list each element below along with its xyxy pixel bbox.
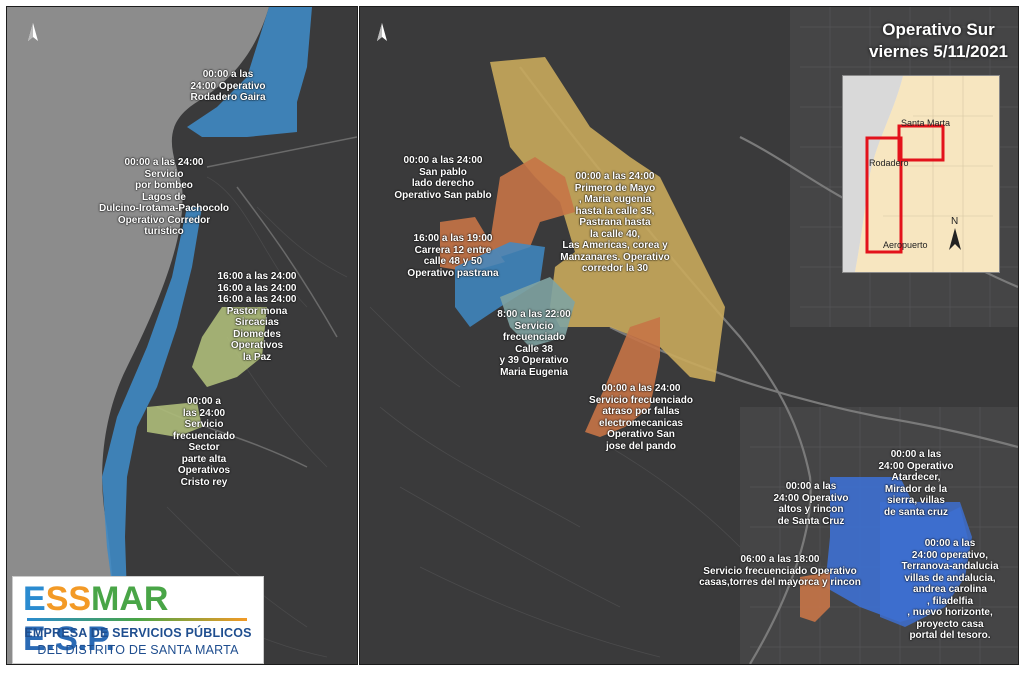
title-line1: Operativo Sur xyxy=(882,20,995,39)
inset-label-rodadero: Rodadero xyxy=(869,158,909,168)
label-altos-rincon: 00:00 a las 24:00 Operativo altos y rinc… xyxy=(773,481,849,527)
zone-terranova xyxy=(880,502,972,627)
north-arrow-icon xyxy=(28,23,38,41)
logo-underline xyxy=(27,618,247,621)
zone-san-pablo xyxy=(490,157,575,257)
zone-mayorca xyxy=(800,572,830,622)
logo-wordmark-part4: E.S.P. xyxy=(23,620,115,658)
inset-label-santa-marta: Santa Marta xyxy=(901,118,951,128)
label-san-jose-pando: 00:00 a las 24:00 Servicio frecuenciado … xyxy=(589,383,693,452)
label-cristo-rey: 00:00 a las 24:00 Servicio frecuenciado … xyxy=(172,396,236,488)
essmar-logo: ESSMAR E.S.P. EMPRESA DE SERVICIOS PÚBLI… xyxy=(12,576,264,664)
zone-pastrana xyxy=(455,242,545,327)
label-la-paz: 16:00 a las 24:00 16:00 a las 24:00 16:0… xyxy=(217,271,297,363)
logo-line2: DEL DISTRITO DE SANTA MARTA xyxy=(37,643,239,657)
left-map-panel[interactable]: 00:00 a las 24:00 Operativo Rodadero Gai… xyxy=(6,6,358,665)
inset-locator-map: Santa Marta Rodadero Aeropuerto N xyxy=(842,75,1000,273)
label-pastrana: 16:00 a las 19:00 Carrera 12 entre calle… xyxy=(407,233,499,279)
zone-san-jose-pando xyxy=(585,317,660,437)
label-terranova: 00:00 a las 24:00 operativo, Terranova-a… xyxy=(901,538,999,641)
logo-wordmark-part1: E xyxy=(23,580,46,618)
label-rodadero: 00:00 a las 24:00 Operativo Rodadero Gai… xyxy=(190,69,266,103)
label-mayorca: 06:00 a las 18:00 Servicio frecuenciado … xyxy=(699,554,861,588)
label-san-pablo: 00:00 a las 24:00 San pablo lado derecho… xyxy=(394,155,492,201)
zone-maria-eugenia xyxy=(500,277,575,347)
title-line2: viernes 5/11/2021 xyxy=(869,42,1008,61)
zone-primero-de-mayo xyxy=(490,57,725,382)
label-maria-eugenia: 8:00 a las 22:00 Servicio frecuenciado C… xyxy=(497,309,571,378)
zone-la-paz xyxy=(192,307,267,387)
logo-wordmark-part3: MAR xyxy=(91,580,169,618)
map-title: Operativo Sur viernes 5/11/2021 xyxy=(869,19,1008,63)
left-basemap xyxy=(7,7,357,664)
zone-corredor-turistico xyxy=(102,207,202,664)
right-basemap xyxy=(369,7,1018,664)
right-map-panel[interactable]: Operativo Sur viernes 5/11/2021 Santa Ma… xyxy=(359,6,1019,665)
logo-line1: EMPRESA DE SERVICIOS PÚBLICOS xyxy=(24,626,252,640)
label-corredor-turistico: 00:00 a las 24:00 Servicio por bombeo La… xyxy=(98,157,229,237)
inset-north-label: N xyxy=(951,216,959,227)
label-primero-de-mayo: 00:00 a las 24:00 Primero de Mayo , Mari… xyxy=(560,171,670,274)
zone-cristo-rey xyxy=(147,402,202,437)
north-arrow-icon xyxy=(377,23,387,41)
label-atardecer: 00:00 a las 24:00 Operativo Atardecer, M… xyxy=(878,449,954,518)
inset-label-aeropuerto: Aeropuerto xyxy=(883,240,928,250)
logo-wordmark: ESSMAR E.S.P. xyxy=(23,579,263,659)
zone-rodadero xyxy=(187,7,312,137)
logo-wordmark-part2: SS xyxy=(45,580,92,618)
inset-map-graphic xyxy=(843,76,999,272)
